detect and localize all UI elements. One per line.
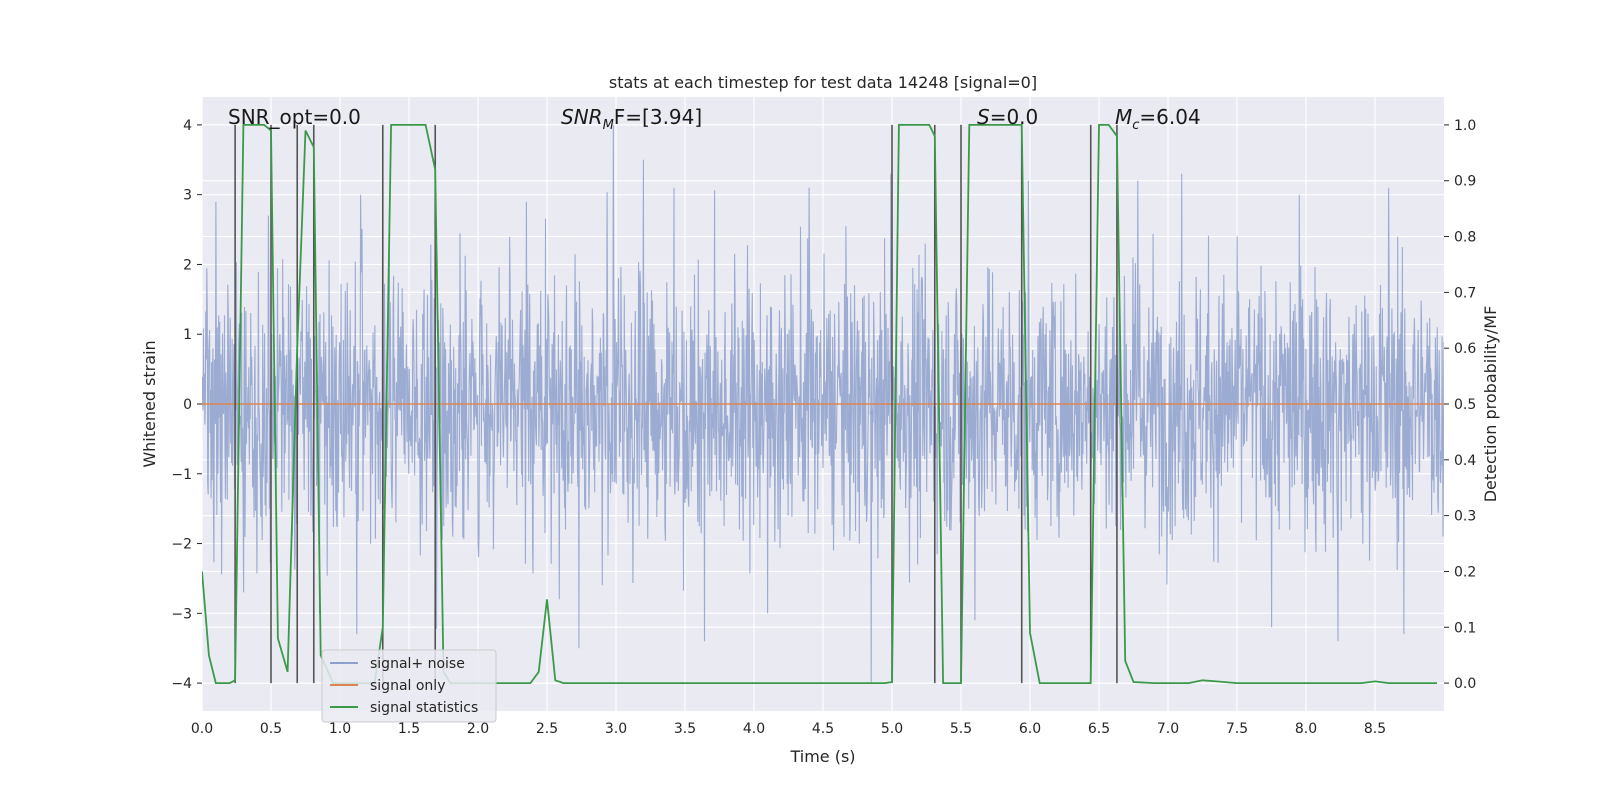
right-y-tick-label-5: 0.5: [1454, 397, 1476, 413]
right-y-tick-label-8: 0.8: [1454, 230, 1476, 246]
noise-trace: [202, 124, 1444, 684]
right-y-axis-ticks: 0.0 0.1 0.2 0.3 0.4 0.5 0.6 0.7 0.8 0.9 1.0: [1444, 118, 1476, 692]
annotation-s: S=0.0: [977, 105, 1038, 129]
annotation-snr-mf-main: SNR: [561, 105, 603, 129]
x-tick-label-13: 6.5: [1088, 721, 1110, 737]
vertical-markers: [234, 124, 1118, 684]
legend-box: [321, 649, 497, 723]
x-tick-label-2: 1.0: [329, 721, 351, 737]
x-tick-label-1: 0.5: [260, 721, 282, 737]
signal-noise-series: [202, 124, 1444, 684]
x-tick-label-15: 7.5: [1226, 721, 1248, 737]
y-axis-ticks: −4 −3 −2 −1 0 1 2 3 4: [171, 118, 202, 692]
y-tick-label-1: −3: [171, 606, 192, 622]
x-tick-label-14: 7.0: [1157, 721, 1179, 737]
y-tick-label-2: −2: [171, 537, 192, 553]
legend-label-noise: signal+ noise: [370, 656, 465, 672]
x-axis-label: Time (s): [789, 747, 855, 766]
annotation-mc: Mc=6.04: [1115, 105, 1201, 133]
right-y-tick-label-4: 0.4: [1454, 453, 1476, 469]
x-tick-label-5: 2.5: [536, 721, 558, 737]
y-tick-label-7: 3: [183, 188, 192, 204]
annotation-s-main: S: [977, 105, 990, 129]
y-tick-label-5: 1: [183, 327, 192, 343]
right-y-tick-label-3: 0.3: [1454, 509, 1476, 525]
x-tick-label-3: 1.5: [398, 721, 420, 737]
right-y-tick-label-6: 0.6: [1454, 341, 1476, 357]
legend-label-statistics: signal statistics: [370, 700, 478, 716]
y-tick-label-6: 2: [183, 257, 192, 273]
x-tick-label-16: 8.0: [1295, 721, 1317, 737]
x-tick-label-7: 3.5: [674, 721, 696, 737]
right-y-tick-label-0: 0.0: [1454, 676, 1476, 692]
right-y-axis-label: Detection probability/MF: [1481, 306, 1500, 503]
chart-title: stats at each timestep for test data 142…: [609, 73, 1037, 92]
statistics-line: [202, 124, 1438, 684]
annotation-mc-main: M: [1115, 105, 1132, 129]
right-y-tick-label-10: 1.0: [1454, 118, 1476, 134]
y-tick-label-0: −4: [171, 676, 192, 692]
annotation-snr-opt: SNR_opt=0.0: [228, 105, 361, 129]
x-tick-label-9: 4.5: [812, 721, 834, 737]
legend-label-signal-only: signal only: [370, 678, 445, 694]
y-axis-label: Whitened strain: [140, 340, 159, 467]
y-tick-label-4: 0: [183, 397, 192, 413]
annotation-s-rest: =0.0: [990, 105, 1039, 129]
annotation-mc-sub: c: [1132, 118, 1139, 133]
x-tick-label-10: 5.0: [881, 721, 903, 737]
y-tick-label-8: 4: [183, 118, 192, 134]
right-y-tick-label-2: 0.2: [1454, 564, 1476, 580]
y-tick-label-3: −1: [171, 467, 192, 483]
x-tick-label-17: 8.5: [1364, 721, 1386, 737]
annotation-snr-mf: SNRMF=[3.94]: [561, 105, 702, 133]
x-tick-label-11: 5.5: [950, 721, 972, 737]
x-tick-label-8: 4.0: [743, 721, 765, 737]
x-tick-label-4: 2.0: [467, 721, 489, 737]
right-y-tick-label-9: 0.9: [1454, 174, 1476, 190]
x-tick-label-12: 6.0: [1019, 721, 1041, 737]
x-axis-ticks: 0.0 0.5 1.0 1.5 2.0 2.5 3.0 3.5 4.0 4.5 5.0 5.5 6.0 6…: [191, 721, 1386, 737]
annotation-snr-mf-sub: M: [603, 118, 614, 133]
x-tick-label-0: 0.0: [191, 721, 213, 737]
right-y-tick-label-7: 0.7: [1454, 285, 1476, 301]
signal-statistics-series: [202, 124, 1438, 684]
x-tick-label-6: 3.0: [605, 721, 627, 737]
right-y-tick-label-1: 0.1: [1454, 620, 1476, 636]
annotation-mc-rest: =6.04: [1139, 105, 1200, 129]
annotation-snr-mf-rest: F=[3.94]: [614, 105, 702, 129]
legend: signal+ noise signal only signal statist…: [321, 649, 497, 723]
